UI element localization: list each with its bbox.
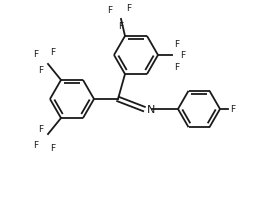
Text: F: F	[38, 124, 43, 133]
Text: N: N	[147, 104, 155, 115]
Text: F: F	[230, 105, 235, 114]
Text: F: F	[107, 6, 112, 15]
Text: F: F	[50, 143, 55, 152]
Text: F: F	[174, 63, 179, 72]
Text: F: F	[38, 66, 43, 75]
Text: F: F	[126, 4, 131, 13]
Text: F: F	[50, 48, 55, 57]
Text: F: F	[33, 50, 38, 59]
Text: F: F	[33, 140, 38, 149]
Text: F: F	[118, 22, 124, 31]
Text: F: F	[174, 40, 179, 49]
Text: F: F	[180, 51, 185, 60]
